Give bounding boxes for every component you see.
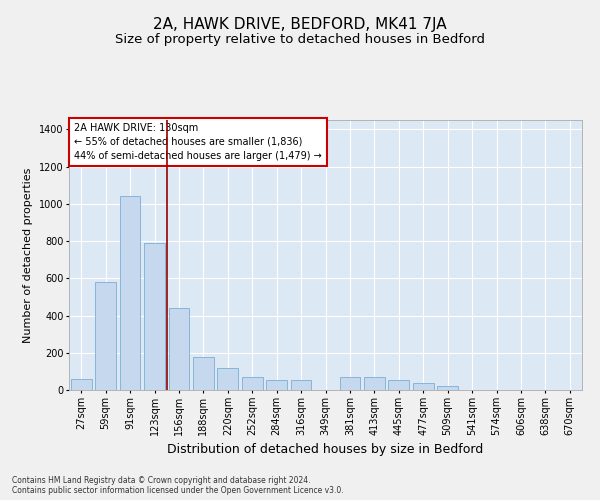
- Bar: [388, 380, 409, 390]
- Bar: [242, 377, 263, 390]
- Bar: [437, 386, 458, 390]
- Bar: [340, 377, 361, 390]
- Text: Size of property relative to detached houses in Bedford: Size of property relative to detached ho…: [115, 32, 485, 46]
- Bar: [71, 380, 92, 390]
- X-axis label: Distribution of detached houses by size in Bedford: Distribution of detached houses by size …: [167, 444, 484, 456]
- Bar: [144, 243, 165, 390]
- Bar: [119, 196, 140, 390]
- Text: 2A HAWK DRIVE: 130sqm
← 55% of detached houses are smaller (1,836)
44% of semi-d: 2A HAWK DRIVE: 130sqm ← 55% of detached …: [74, 122, 322, 160]
- Bar: [266, 380, 287, 390]
- Bar: [95, 282, 116, 390]
- Bar: [217, 368, 238, 390]
- Bar: [169, 308, 190, 390]
- Text: Contains HM Land Registry data © Crown copyright and database right 2024.
Contai: Contains HM Land Registry data © Crown c…: [12, 476, 344, 495]
- Bar: [193, 358, 214, 390]
- Y-axis label: Number of detached properties: Number of detached properties: [23, 168, 33, 342]
- Text: 2A, HAWK DRIVE, BEDFORD, MK41 7JA: 2A, HAWK DRIVE, BEDFORD, MK41 7JA: [153, 18, 447, 32]
- Bar: [364, 377, 385, 390]
- Bar: [290, 380, 311, 390]
- Bar: [413, 382, 434, 390]
